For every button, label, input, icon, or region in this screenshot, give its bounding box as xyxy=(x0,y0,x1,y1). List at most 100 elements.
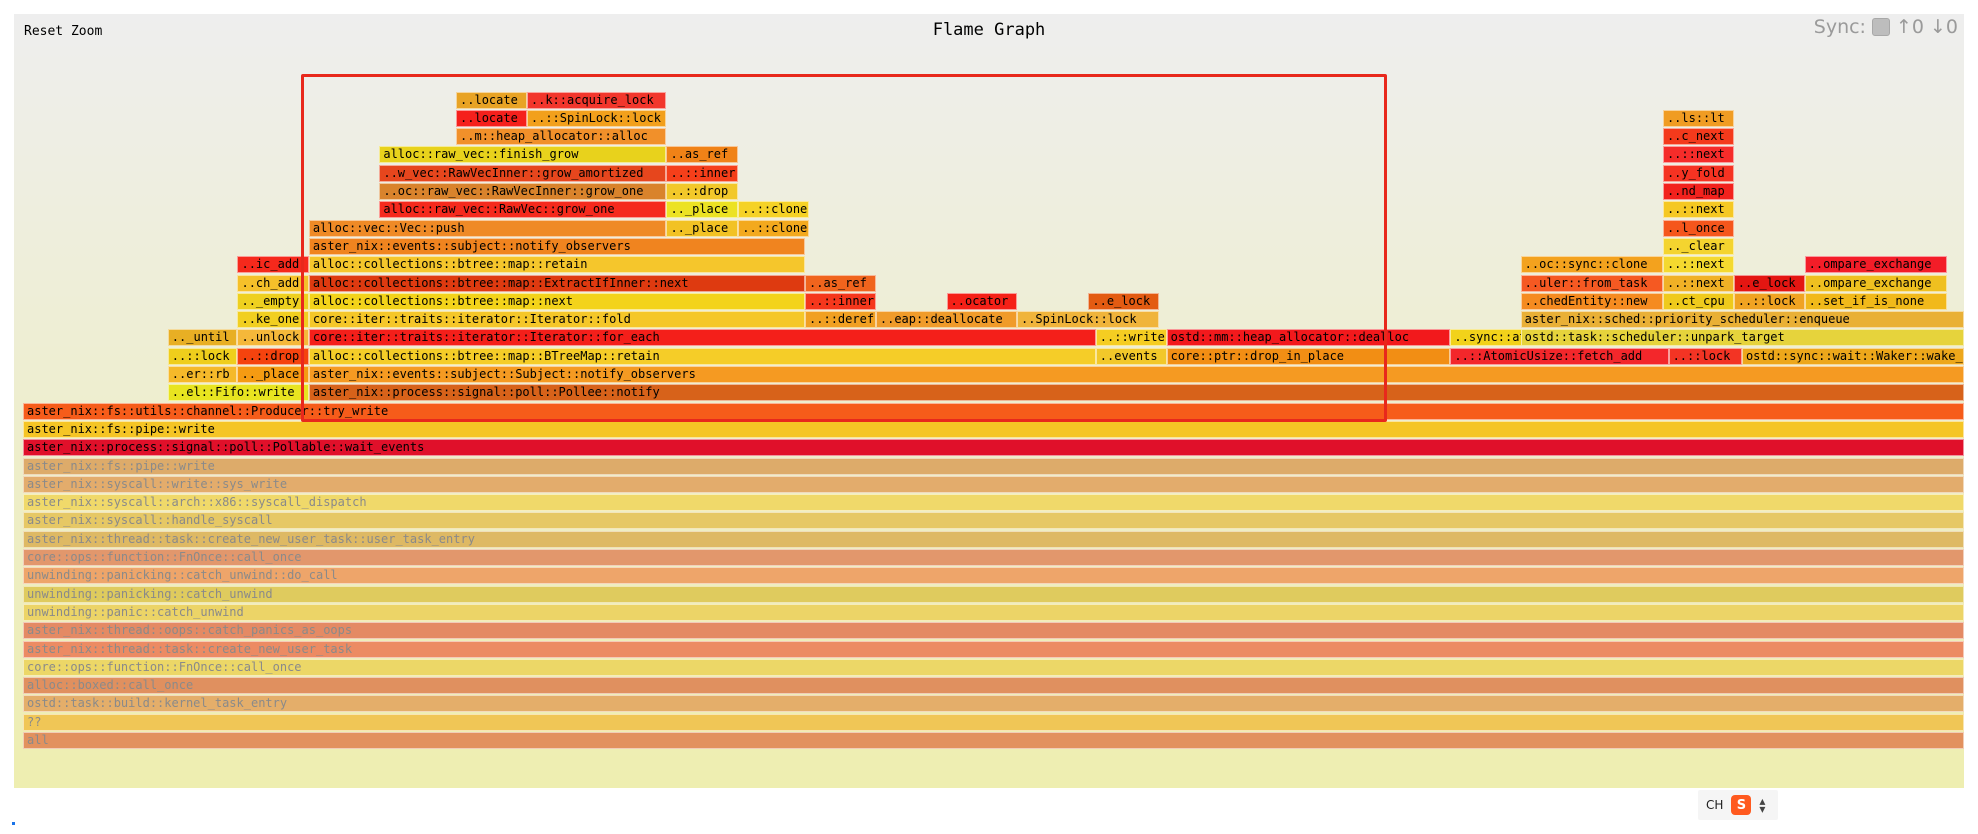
flame-frame[interactable]: ..::inner xyxy=(805,292,876,310)
flame-frame[interactable]: ..::next xyxy=(1662,201,1734,219)
flame-frame[interactable]: all xyxy=(23,732,1964,749)
flame-frame[interactable]: ..chedEntity::new xyxy=(1520,292,1663,310)
flame-frame[interactable]: ..oc::sync::clone xyxy=(1520,256,1663,274)
flame-frame[interactable]: alloc::vec::Vec::push xyxy=(308,219,667,237)
flame-frame[interactable]: unwinding::panic::catch_unwind xyxy=(23,603,1964,621)
flame-frame[interactable]: alloc::collections::btree::map::retain xyxy=(308,256,806,274)
flame-frame[interactable]: ..l_once xyxy=(1662,219,1734,237)
flame-frame[interactable]: unwinding::panicking::catch_unwind xyxy=(23,585,1964,603)
flame-frame[interactable]: ..events xyxy=(1095,347,1167,365)
flame-frame[interactable]: ..e_lock xyxy=(1733,274,1805,292)
reset-zoom-button[interactable]: Reset Zoom xyxy=(24,24,103,39)
flame-frame[interactable]: aster_nix::process::signal::poll::Pollee… xyxy=(308,384,1964,402)
flame-frame[interactable]: alloc::collections::btree::map::ExtractI… xyxy=(308,274,806,292)
flame-frame[interactable]: ..as_ref xyxy=(805,274,876,292)
flame-frame[interactable]: ..ompare_exchange xyxy=(1804,256,1947,274)
flame-frame[interactable]: ..as_ref xyxy=(666,146,739,164)
flame-frame[interactable]: aster_nix::process::signal::poll::Pollab… xyxy=(23,439,1964,457)
flame-frame[interactable]: ..oc::raw_vec::RawVecInner::grow_one xyxy=(379,183,667,200)
flame-frame[interactable]: core::ptr::drop_in_place xyxy=(1166,347,1451,365)
flame-frame[interactable]: ..w_vec::RawVecInner::grow_amortized xyxy=(379,164,667,182)
flame-frame[interactable]: ..::inner xyxy=(666,164,739,182)
flame-frame[interactable]: aster_nix::fs::pipe::write xyxy=(23,420,1964,438)
flame-frame[interactable]: ..set_if_is_none xyxy=(1804,292,1947,310)
flame-frame[interactable]: ..::clone xyxy=(738,201,810,219)
flame-frame[interactable]: aster_nix::syscall::write::sys_write xyxy=(23,475,1964,493)
flame-frame[interactable]: ..::next xyxy=(1662,256,1734,274)
flame-frame[interactable]: core::ops::function::FnOnce::call_once xyxy=(23,549,1964,566)
page-title: Flame Graph xyxy=(932,20,1046,40)
flame-frame[interactable]: ..locate xyxy=(456,109,527,127)
flame-frame[interactable]: ..er::rb xyxy=(167,366,238,383)
ime-menu-icon[interactable]: ▴ ▾ xyxy=(1759,794,1766,816)
flame-frame[interactable]: ..ch_add xyxy=(237,274,309,292)
flame-frame[interactable]: ..unlock xyxy=(237,329,309,347)
flame-frame[interactable]: ..locate xyxy=(456,91,527,109)
flame-frame[interactable]: ostd::task::build::kernel_task_entry xyxy=(23,695,1964,713)
flame-frame[interactable]: ..ls::lt xyxy=(1662,109,1734,127)
flame-frame[interactable]: unwinding::panicking::catch_unwind::do_c… xyxy=(23,567,1964,585)
flame-frame[interactable]: ..::lock xyxy=(167,347,238,365)
flame-frame[interactable]: core::iter::traits::iterator::Iterator::… xyxy=(308,329,1096,347)
flame-frame[interactable]: ..m::heap_allocator::alloc xyxy=(456,128,667,146)
flame-frame[interactable]: aster_nix::syscall::handle_syscall xyxy=(23,512,1964,530)
flame-frame[interactable]: ..e_lock xyxy=(1088,292,1160,310)
flame-frame[interactable]: alloc::collections::btree::map::next xyxy=(308,292,806,310)
flame-frame[interactable]: ..::next xyxy=(1662,274,1734,292)
flame-frame[interactable]: ..y_fold xyxy=(1662,164,1734,182)
flame-frame[interactable]: ..::clone xyxy=(738,219,810,237)
flame-frame[interactable]: aster_nix::thread::task::create_new_user… xyxy=(23,530,1964,548)
flame-frame[interactable]: .._place xyxy=(666,219,739,237)
flame-frame[interactable]: .._place xyxy=(237,366,309,383)
flame-frame[interactable]: ..ompare_exchange xyxy=(1804,274,1947,292)
ime-logo-icon[interactable]: S xyxy=(1731,795,1752,815)
sync-checkbox[interactable] xyxy=(1871,18,1890,36)
flame-frame[interactable]: ..ic_add xyxy=(237,256,309,274)
flame-frame[interactable]: alloc::raw_vec::RawVec::grow_one xyxy=(379,201,667,219)
flame-frame[interactable]: aster_nix::fs::pipe::write xyxy=(23,457,1964,475)
sync-control: Sync: ↑0 ↓0 xyxy=(1814,16,1958,38)
flame-frame[interactable]: ..::AtomicUsize::fetch_add xyxy=(1450,347,1669,365)
flame-frame[interactable]: .._clear xyxy=(1662,237,1734,255)
flame-frame[interactable]: ostd::task::scheduler::unpark_target xyxy=(1520,329,1964,347)
flame-frame[interactable]: ostd::mm::heap_allocator::dealloc xyxy=(1166,329,1451,347)
corner-marker xyxy=(12,822,15,825)
flame-frame[interactable]: aster_nix::syscall::arch::x86::syscall_d… xyxy=(23,494,1964,512)
flame-frame[interactable]: ..nd_map xyxy=(1662,183,1734,200)
flame-frame[interactable]: .._empty xyxy=(237,292,309,310)
flame-frame[interactable]: ..::deref xyxy=(805,311,876,329)
flame-frame[interactable]: ..c_next xyxy=(1662,128,1734,146)
ime-toolbar[interactable]: CH S ▴ ▾ xyxy=(1698,790,1778,820)
flame-frame[interactable]: ..ocator xyxy=(946,292,1018,310)
flame-frame[interactable]: ..uler::from_task xyxy=(1520,274,1663,292)
flame-frame[interactable]: ..ct_cpu xyxy=(1662,292,1734,310)
flame-frame[interactable]: alloc::raw_vec::finish_grow xyxy=(379,146,667,164)
flame-frame[interactable]: ..::drop xyxy=(666,183,739,200)
flame-frame[interactable]: ..::next xyxy=(1662,146,1734,164)
flame-frame[interactable]: aster_nix::sched::priority_scheduler::en… xyxy=(1520,311,1964,329)
flame-frame[interactable]: ..::lock xyxy=(1668,347,1742,365)
flame-frame[interactable]: ..el::Fifo::write xyxy=(167,384,309,402)
flame-frame[interactable]: alloc::boxed::call_once xyxy=(23,677,1964,695)
flame-frame[interactable]: .._place xyxy=(666,201,739,219)
flame-frame[interactable]: aster_nix::events::subject::Subject::not… xyxy=(308,366,1964,383)
flame-frame[interactable]: core::iter::traits::iterator::Iterator::… xyxy=(308,311,806,329)
flame-frame[interactable]: alloc::collections::btree::map::BTreeMap… xyxy=(308,347,1096,365)
flame-frame[interactable]: ?? xyxy=(23,713,1964,731)
flame-frame[interactable]: ..::write xyxy=(1095,329,1167,347)
ime-language-label[interactable]: CH xyxy=(1706,798,1724,812)
flame-frame[interactable]: ..k::acquire_lock xyxy=(526,91,667,109)
flame-frame[interactable]: ..::drop xyxy=(237,347,309,365)
flame-frame[interactable]: aster_nix::thread::oops::catch_panics_as… xyxy=(23,622,1964,640)
flame-frame[interactable]: ..SpinLock::lock xyxy=(1016,311,1160,329)
flame-frame[interactable]: aster_nix::events::subject::notify_obser… xyxy=(308,237,806,255)
flame-frame[interactable]: ..::lock xyxy=(1733,292,1805,310)
flame-frame[interactable]: ostd::sync::wait::Waker::wake_up xyxy=(1741,347,1964,365)
flame-frame[interactable]: ..ke_one xyxy=(237,311,309,329)
flame-frame[interactable]: .._until xyxy=(167,329,238,347)
flame-frame[interactable]: ..::SpinLock::lock xyxy=(526,109,667,127)
flame-frame[interactable]: core::ops::function::FnOnce::call_once xyxy=(23,658,1964,676)
flame-frame[interactable]: aster_nix::fs::utils::channel::Producer:… xyxy=(23,402,1964,420)
flame-frame[interactable]: aster_nix::thread::task::create_new_user… xyxy=(23,640,1964,658)
flame-frame[interactable]: ..eap::deallocate xyxy=(875,311,1017,329)
